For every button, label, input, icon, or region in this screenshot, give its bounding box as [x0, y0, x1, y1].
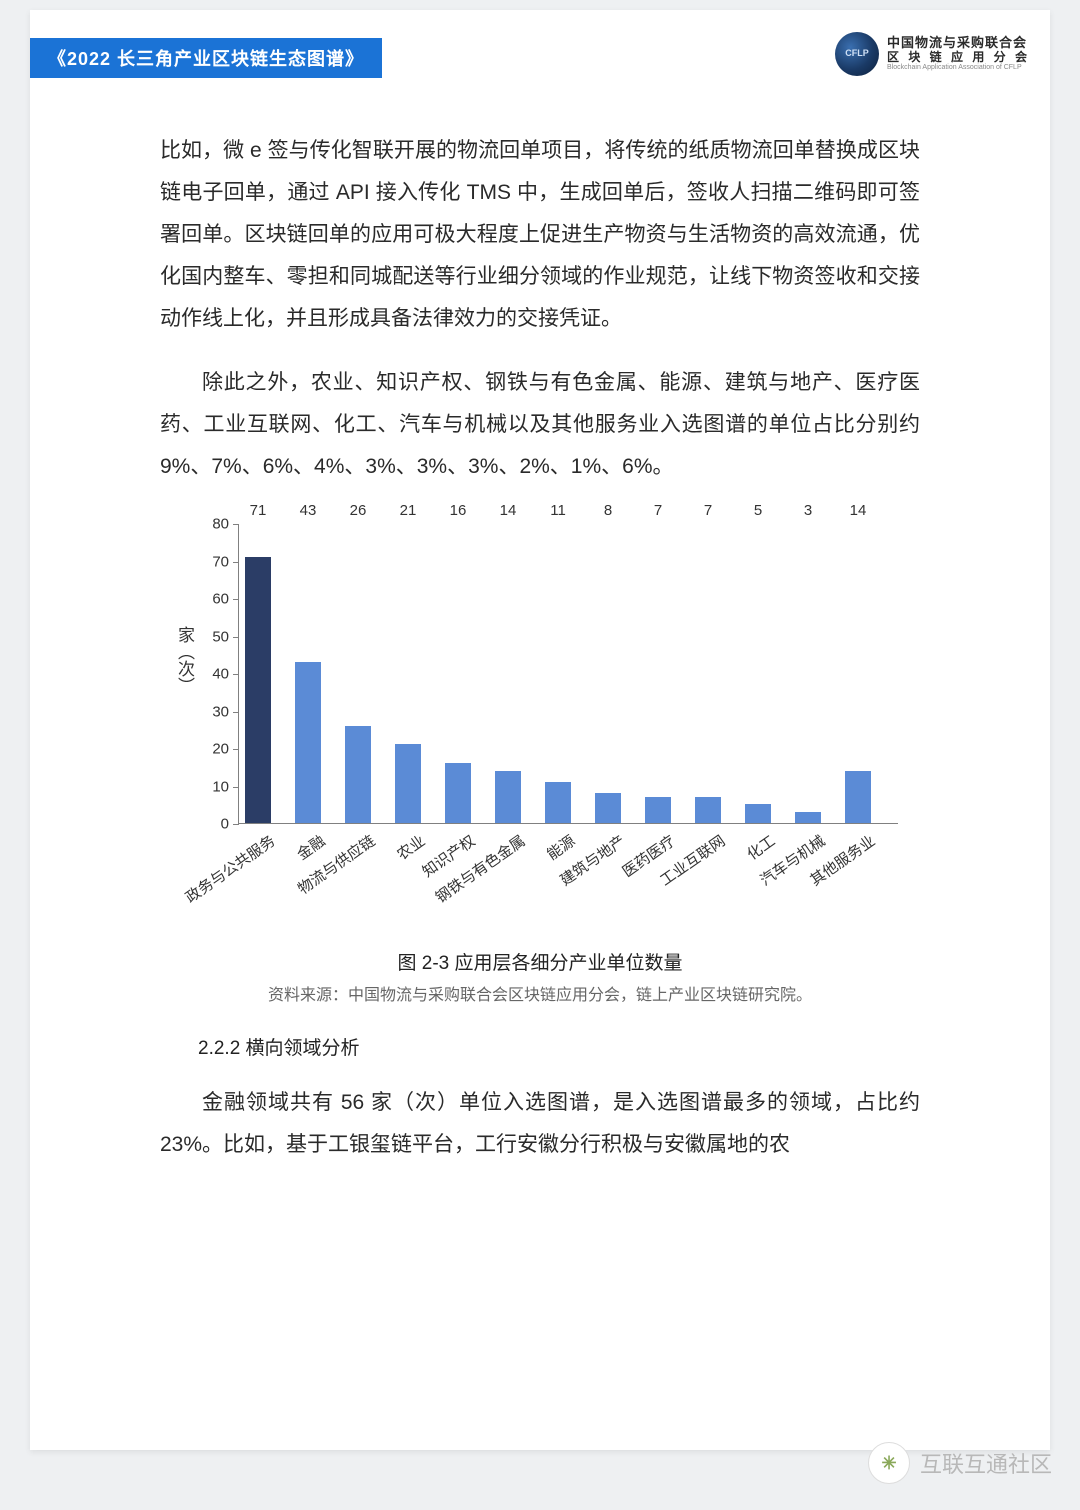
header-logo: CFLP 中国物流与采购联合会 区 块 链 应 用 分 会 Blockchain… — [835, 32, 1030, 76]
bar-value-label: 7 — [654, 502, 662, 519]
bar-value-label: 71 — [250, 502, 267, 519]
bar-value-label: 8 — [604, 502, 612, 519]
y-tick — [233, 524, 239, 525]
bar — [645, 797, 671, 823]
bar — [745, 804, 771, 823]
y-tick — [233, 562, 239, 563]
bar-group: 16 — [445, 523, 471, 823]
y-tick — [233, 599, 239, 600]
bar — [845, 771, 871, 824]
header-title-bar: 《2022 长三角产业区块链生态图谱》 — [30, 38, 382, 78]
y-tick — [233, 749, 239, 750]
chart-caption: 图 2-3 应用层各细分产业单位数量 — [160, 948, 920, 975]
bar-group: 14 — [495, 523, 521, 823]
y-tick — [233, 712, 239, 713]
paragraph-1: 比如，微 e 签与传化智联开展的物流回单项目，将传统的纸质物流回单替换成区块链电… — [160, 130, 920, 340]
logo-line3: Blockchain Application Association of CF… — [887, 64, 1030, 72]
logo-line2: 区 块 链 应 用 分 会 — [887, 51, 1030, 64]
y-tick-label: 10 — [212, 778, 229, 795]
y-tick — [233, 787, 239, 788]
header-title-text: 《2022 长三角产业区块链生态图谱》 — [48, 45, 364, 71]
bar-value-label: 5 — [754, 502, 762, 519]
bar-group: 14 — [845, 523, 871, 823]
chart-source: 资料来源：中国物流与采购联合会区块链应用分会，链上产业区块链研究院。 — [160, 981, 920, 1005]
header-logo-text: 中国物流与采购联合会 区 块 链 应 用 分 会 Blockchain Appl… — [887, 36, 1030, 71]
bar-value-label: 7 — [704, 502, 712, 519]
watermark: ✳ 互联互通社区 — [862, 1438, 1058, 1488]
y-tick — [233, 637, 239, 638]
bar — [495, 771, 521, 824]
subsection-heading: 2.2.2 横向领域分析 — [160, 1033, 920, 1060]
bar-value-label: 26 — [350, 502, 367, 519]
bar-group: 26 — [345, 523, 371, 823]
bar-value-label: 14 — [850, 502, 867, 519]
y-tick-label: 70 — [212, 553, 229, 570]
logo-line1: 中国物流与采购联合会 — [887, 36, 1030, 50]
logo-abbr: CFLP — [845, 49, 869, 59]
bar — [595, 793, 621, 823]
bar-chart: 家︵次︶ 01020304050607080714326211614118775… — [160, 510, 920, 940]
cflp-logo-icon: CFLP — [835, 32, 879, 76]
watermark-icon: ✳ — [868, 1442, 910, 1484]
bar-value-label: 43 — [300, 502, 317, 519]
bar — [245, 557, 271, 823]
y-tick-label: 30 — [212, 703, 229, 720]
bar — [295, 662, 321, 823]
bar-value-label: 21 — [400, 502, 417, 519]
bar — [445, 763, 471, 823]
bar-group: 7 — [645, 523, 671, 823]
bar-group: 7 — [695, 523, 721, 823]
content-area: 比如，微 e 签与传化智联开展的物流回单项目，将传统的纸质物流回单替换成区块链电… — [160, 130, 920, 1188]
chart-plot-area: 01020304050607080714326211614118775314 — [238, 524, 898, 824]
paragraph-3: 金融领域共有 56 家（次）单位入选图谱，是入选图谱最多的领域，占比约 23%。… — [160, 1082, 920, 1166]
bar-group: 8 — [595, 523, 621, 823]
watermark-icon-glyph: ✳ — [881, 1453, 896, 1474]
bar — [545, 782, 571, 823]
y-tick-label: 50 — [212, 628, 229, 645]
bar — [395, 744, 421, 823]
page: 《2022 长三角产业区块链生态图谱》 CFLP 中国物流与采购联合会 区 块 … — [30, 10, 1050, 1450]
bar — [345, 726, 371, 824]
y-axis-title: 家︵次︶ — [172, 626, 197, 694]
bar-group: 71 — [245, 523, 271, 823]
y-tick-label: 20 — [212, 741, 229, 758]
bar-group: 43 — [295, 523, 321, 823]
y-tick-label: 40 — [212, 666, 229, 683]
x-category-label: 政务与公共服务 — [181, 830, 279, 907]
bar-value-label: 14 — [500, 502, 517, 519]
y-tick-label: 80 — [212, 516, 229, 533]
y-tick — [233, 824, 239, 825]
y-tick — [233, 674, 239, 675]
bar — [795, 812, 821, 823]
bar-group: 11 — [545, 523, 571, 823]
bar-value-label: 3 — [804, 502, 812, 519]
paragraph-2: 除此之外，农业、知识产权、钢铁与有色金属、能源、建筑与地产、医疗医药、工业互联网… — [160, 362, 920, 488]
bar-group: 5 — [745, 523, 771, 823]
bar-group: 3 — [795, 523, 821, 823]
watermark-text: 互联互通社区 — [920, 1447, 1052, 1479]
bar — [695, 797, 721, 823]
y-tick-label: 0 — [221, 816, 229, 833]
y-tick-label: 60 — [212, 591, 229, 608]
bar-value-label: 16 — [450, 502, 467, 519]
bar-value-label: 11 — [550, 502, 566, 519]
bar-group: 21 — [395, 523, 421, 823]
